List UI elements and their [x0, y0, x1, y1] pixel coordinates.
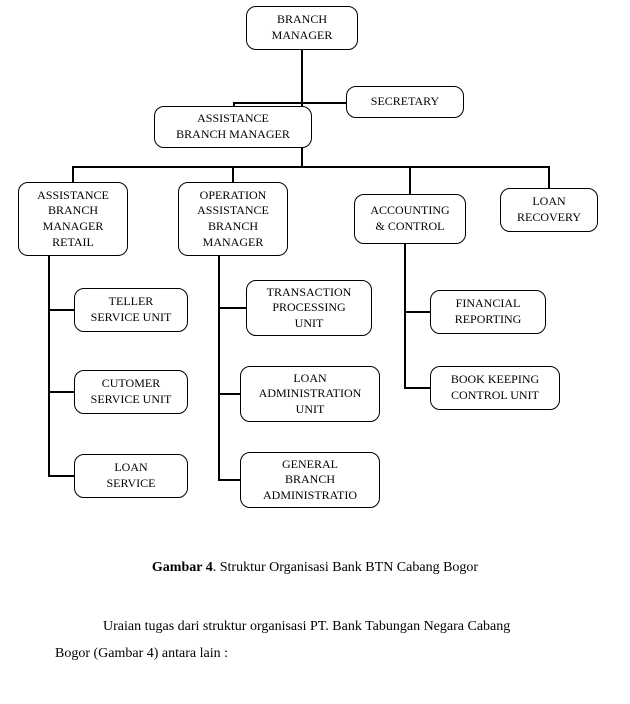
caption-text: . Struktur Organisasi Bank BTN Cabang Bo… — [213, 560, 478, 575]
body-line2: Bogor (Gambar 4) antara lain : — [55, 646, 228, 661]
node-tpu: TRANSACTIONPROCESSINGUNIT — [246, 280, 372, 336]
connector — [548, 166, 550, 190]
node-accounting: ACCOUNTING& CONTROL — [354, 194, 466, 244]
node-label: ASSISTANCEBRANCHMANAGERRETAIL — [37, 188, 109, 250]
node-loan-service: LOANSERVICE — [74, 454, 188, 498]
node-label: CUTOMERSERVICE UNIT — [91, 376, 172, 407]
figure-caption: Gambar 4. Struktur Organisasi Bank BTN C… — [0, 560, 630, 576]
node-customer-service: CUTOMERSERVICE UNIT — [74, 370, 188, 414]
node-label: BRANCHMANAGER — [272, 12, 333, 43]
connector — [301, 102, 346, 104]
node-label: TRANSACTIONPROCESSINGUNIT — [267, 285, 352, 332]
node-label: ASSISTANCEBRANCH MANAGER — [176, 111, 290, 142]
node-oabm: OPERATIONASSISTANCEBRANCHMANAGER — [178, 182, 288, 256]
connector — [404, 244, 406, 388]
body-line1: Uraian tugas dari struktur organisasi PT… — [103, 619, 510, 634]
connector — [218, 479, 242, 481]
node-label: SECRETARY — [371, 94, 439, 110]
connector — [404, 311, 432, 313]
body-paragraph: Uraian tugas dari struktur organisasi PT… — [55, 614, 615, 667]
node-label: FINANCIALREPORTING — [455, 296, 522, 327]
connector — [218, 393, 242, 395]
node-financial-reporting: FINANCIALREPORTING — [430, 290, 546, 334]
caption-label: Gambar 4 — [152, 560, 213, 575]
connector — [409, 166, 411, 196]
connector — [48, 256, 50, 476]
node-label: LOANRECOVERY — [517, 194, 581, 225]
node-gba: GENERALBRANCHADMINISTRATIO — [240, 452, 380, 508]
node-label: GENERALBRANCHADMINISTRATIO — [263, 457, 357, 504]
connector — [48, 475, 76, 477]
connector — [233, 102, 303, 104]
node-label: ACCOUNTING& CONTROL — [370, 203, 449, 234]
connector — [218, 307, 248, 309]
node-branch-manager: BRANCHMANAGER — [246, 6, 358, 50]
node-loan-recovery: LOANRECOVERY — [500, 188, 598, 232]
node-label: TELLERSERVICE UNIT — [91, 294, 172, 325]
node-abmr: ASSISTANCEBRANCHMANAGERRETAIL — [18, 182, 128, 256]
connector — [48, 309, 76, 311]
connector — [218, 256, 220, 480]
node-lau: LOANADMINISTRATIONUNIT — [240, 366, 380, 422]
node-teller: TELLERSERVICE UNIT — [74, 288, 188, 332]
node-label: BOOK KEEPINGCONTROL UNIT — [451, 372, 539, 403]
node-label: OPERATIONASSISTANCEBRANCHMANAGER — [197, 188, 269, 250]
connector — [72, 166, 550, 168]
node-bkcu: BOOK KEEPINGCONTROL UNIT — [430, 366, 560, 410]
node-label: LOANADMINISTRATIONUNIT — [259, 371, 362, 418]
node-label: LOANSERVICE — [106, 460, 155, 491]
node-assistance-bm: ASSISTANCEBRANCH MANAGER — [154, 106, 312, 148]
connector — [48, 391, 76, 393]
connector — [404, 387, 432, 389]
node-secretary: SECRETARY — [346, 86, 464, 118]
